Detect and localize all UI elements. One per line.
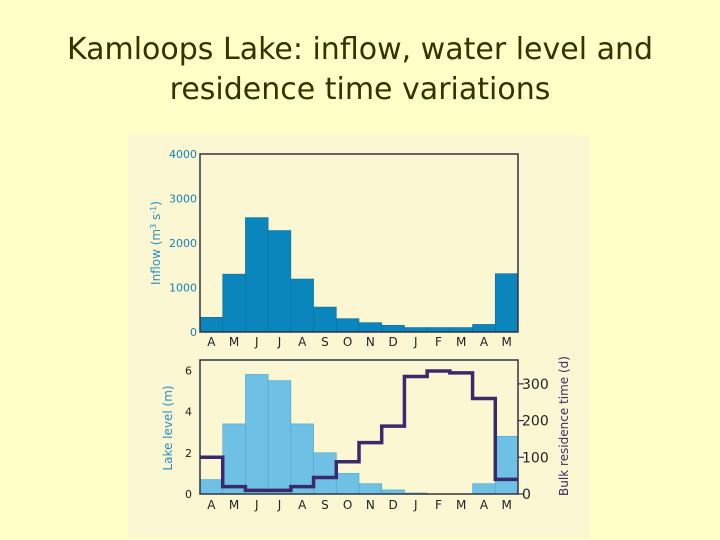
lake-level-bar [267, 380, 292, 495]
inflow-y-tick-label: 1000 [169, 282, 197, 295]
lake-level-bar [245, 374, 269, 495]
inflow-x-tick-label: A [207, 335, 216, 349]
level-x-tick-label: M [501, 498, 511, 512]
inflow-y-axis-label: Inflow (m3 s-1) [149, 201, 164, 285]
lake-level-bar [199, 479, 224, 495]
inflow-y-axis-label-end: ) [149, 201, 163, 206]
inflow-x-tick-label: M [229, 335, 239, 349]
inflow-y-axis-label-sup1: 3 [149, 224, 158, 229]
level-x-tick-label: D [388, 498, 397, 512]
inflow-x-tick-label: A [480, 335, 489, 349]
level-x-tick-label: J [277, 498, 282, 512]
lake-level-y-axis-label: Lake level (m) [161, 385, 175, 470]
residence-y2-tick-label: 100 [522, 450, 549, 466]
inflow-y-tick-label: 4000 [169, 148, 197, 161]
inflow-x-tick-label: N [366, 335, 375, 349]
level-x-tick-label: F [435, 498, 442, 512]
level-x-tick-label: O [343, 498, 352, 512]
inflow-bar [358, 322, 383, 333]
residence-y2-ticks: 0 100 200 300 [518, 377, 549, 503]
lake-level-bar [472, 483, 496, 495]
title-line-1: Kamloops Lake: inflow, water level and [66, 32, 654, 67]
lake-level-bar [358, 483, 383, 495]
lake-level-bar [313, 452, 337, 495]
lake-level-bar [290, 423, 314, 495]
inflow-bar [199, 317, 224, 333]
inflow-x-tick-label: S [321, 335, 329, 349]
residence-y2-axis-label: Bulk residence time (d) [557, 356, 571, 496]
inflow-x-tick-label: J [413, 335, 418, 349]
inflow-bar [313, 306, 337, 333]
level-x-tick-label: J [413, 498, 418, 512]
inflow-bar [290, 278, 314, 333]
inflow-x-tick-label: M [456, 335, 466, 349]
inflow-bar [222, 273, 246, 333]
level-x-tick-label: M [456, 498, 466, 512]
lake-level-y-tick-label: 0 [185, 488, 192, 501]
lake-level-y-tick-label: 2 [185, 447, 192, 460]
slide-title: Kamloops Lake: inflow, water level and r… [0, 30, 720, 110]
inflow-bar [472, 324, 496, 333]
inflow-bar [381, 325, 405, 333]
level-x-tick-label: A [480, 498, 489, 512]
residence-y2-tick-label: 0 [522, 487, 531, 503]
inflow-bars [199, 217, 519, 333]
lake-level-y-tick-label: 4 [185, 406, 192, 419]
inflow-y-tick-label: 3000 [169, 193, 197, 206]
lake-level-y-ticks: 0 2 4 6 [185, 364, 192, 501]
level-plot-frame [199, 359, 519, 495]
inflow-x-tick-label: D [388, 335, 397, 349]
inflow-bar [245, 217, 269, 333]
inflow-x-tick-label: J [277, 335, 282, 349]
inflow-plot-frame [199, 153, 519, 333]
level-x-tick-label: A [298, 498, 307, 512]
inflow-x-tick-label: J [254, 335, 259, 349]
level-x-tick-label: J [254, 498, 259, 512]
level-x-tick-label: N [366, 498, 375, 512]
inflow-x-tick-label: A [298, 335, 307, 349]
residence-time-line [200, 369, 518, 493]
lake-level-bar [494, 435, 519, 495]
lake-level-bar [222, 423, 246, 495]
lake-level-y-tick-label: 6 [185, 364, 192, 377]
inflow-x-tick-label: O [343, 335, 352, 349]
inflow-x-tick-label: M [501, 335, 511, 349]
inflow-x-tick-label: F [435, 335, 442, 349]
level-x-tick-label: M [229, 498, 239, 512]
inflow-y-tick-label: 0 [190, 326, 197, 339]
lake-level-bar [335, 473, 360, 495]
inflow-y-axis-label-mid: s [149, 214, 163, 224]
inflow-y-axis-label-sup2: -1 [149, 206, 158, 214]
inflow-y-axis-label-main: Inflow (m [149, 229, 163, 285]
inflow-bar [494, 273, 519, 333]
level-x-tick-label: A [207, 498, 216, 512]
residence-y2-tick-label: 300 [522, 377, 549, 393]
inflow-bar [267, 230, 292, 333]
inflow-y-tick-label: 2000 [169, 237, 197, 250]
level-x-tick-label: S [321, 498, 329, 512]
residence-y2-tick-label: 200 [522, 414, 549, 430]
inflow-bar [335, 318, 360, 333]
lake-level-bars [199, 374, 519, 495]
inflow-y-ticks: 0 1000 2000 3000 4000 [169, 148, 197, 339]
title-line-2: residence time variations [169, 72, 551, 107]
